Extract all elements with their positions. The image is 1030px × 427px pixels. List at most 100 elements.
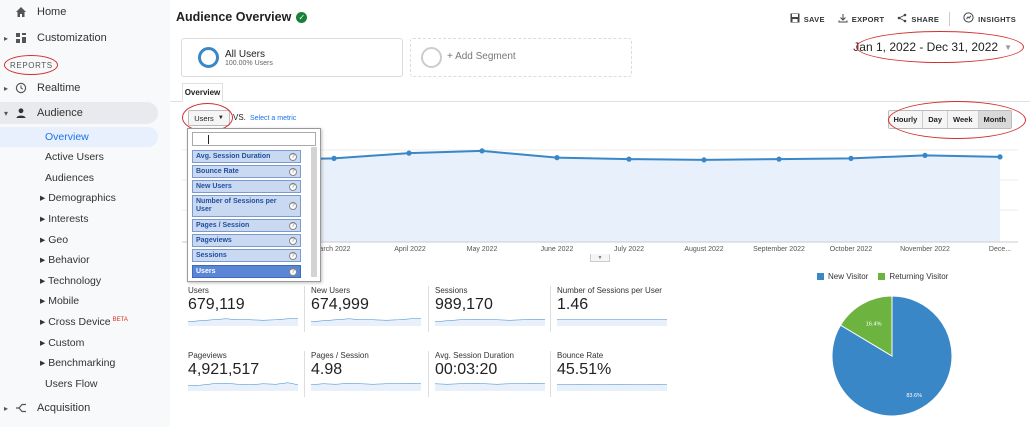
pie-slice[interactable] [831,295,953,417]
chart-collapse-toggle[interactable]: ▼ [590,254,610,262]
metric-pages-per-session[interactable]: Pages / Session 4.98 [311,351,423,393]
chart-tick-label: April 2022 [394,246,426,253]
sidebar-subitem-technology[interactable]: ▸ Technology [0,271,158,291]
metric-users[interactable]: Users 679,119 [188,286,300,328]
sidebar-subitem-behavior[interactable]: ▸ Behavior [0,250,158,270]
chart-point[interactable] [701,157,707,163]
chart-point[interactable] [406,150,412,156]
sidebar-item-label: Acquisition [37,402,91,414]
metric-divider [428,286,429,332]
clock-icon [14,81,28,95]
sidebar-item-customization[interactable]: ▸ Customization [0,27,158,49]
metric-sparkline [435,382,545,391]
metric-option[interactable]: Pages / Session? [192,219,301,232]
metric-option-label: Pages / Session [196,221,250,229]
metric-option[interactable]: Number of Sessions per User? [192,195,301,217]
sidebar-subitem-audiences[interactable]: Audiences [0,168,158,188]
sidebar-subitem-active-users[interactable]: Active Users [0,147,158,167]
metric-sparkline [311,318,421,326]
save-button[interactable]: SAVE [790,13,825,26]
insights-label: INSIGHTS [978,14,1016,24]
help-icon[interactable]: ? [289,267,297,276]
sidebar-item-text: Geo [48,234,69,246]
sidebar-item-text: Mobile [48,295,80,307]
metric-option[interactable]: Pageviews? [192,234,301,247]
chart-point[interactable] [848,155,854,161]
help-icon[interactable]: ? [289,182,297,191]
sidebar-item-label: Users Flow [45,378,98,390]
sidebar-item-label: ▸ Custom [40,337,85,349]
insights-icon [963,12,974,26]
metric-label: New Users [311,286,351,295]
pie-slice-label: 16.4% [866,322,882,328]
metric-bounce-rate[interactable]: Bounce Rate 45.51% [557,351,671,393]
select-metric-link[interactable]: Select a metric [250,115,297,122]
person-icon [14,106,28,120]
sidebar-item-label: Audiences [45,172,95,184]
segment-color-icon [198,47,219,68]
metric-option[interactable]: Bounce Rate? [192,165,301,178]
sidebar-item-label: ▸ Mobile [40,295,80,307]
share-icon [897,13,907,26]
sidebar-subitem-interests[interactable]: ▸ Interests [0,209,158,229]
annotation-oval [888,101,1026,139]
sidebar-item-audience[interactable]: ▾ Audience [0,102,158,124]
dropdown-scrollbar[interactable] [311,147,317,277]
caret-right-icon: ▸ [4,83,9,93]
metric-option-selected[interactable]: Users? [192,265,301,278]
sidebar-subitem-custom[interactable]: ▸ Custom [0,333,158,353]
sidebar-subitem-benchmarking[interactable]: ▸ Benchmarking [0,353,158,373]
segment-all-users[interactable]: All Users 100.00% Users [181,38,403,77]
add-segment-button[interactable]: + Add Segment [410,38,632,77]
export-button[interactable]: EXPORT [838,13,885,26]
sidebar-item-acquisition[interactable]: ▸ Acquisition [0,397,158,419]
sidebar-subitem-mobile[interactable]: ▸ Mobile [0,291,158,311]
save-icon [790,13,800,26]
metric-sessions-per-user[interactable]: Number of Sessions per User 1.46 [557,286,671,328]
legend-item-new-visitor[interactable]: New Visitor [817,272,868,281]
share-button[interactable]: SHARE [897,13,939,26]
sidebar-subitem-users-flow[interactable]: Users Flow [0,374,158,394]
chart-point[interactable] [331,155,337,161]
metric-option[interactable]: Avg. Session Duration? [192,150,301,163]
users-line-chart [182,148,1018,243]
help-icon[interactable]: ? [289,251,297,260]
sidebar-subitem-geo[interactable]: ▸ Geo [0,230,158,250]
metric-option[interactable]: New Users? [192,180,301,193]
metric-new-users[interactable]: New Users 674,999 [311,286,423,328]
pie-slice[interactable] [839,295,893,357]
legend-item-returning-visitor[interactable]: Returning Visitor [878,272,948,281]
sidebar-item-realtime[interactable]: ▸ Realtime [0,77,158,99]
metric-option[interactable]: Sessions? [192,249,301,262]
chart-point[interactable] [554,155,560,161]
metric-option-label: Pageviews [196,236,232,244]
metric-value: 679,119 [188,296,245,313]
chart-point[interactable] [776,156,782,162]
sidebar-item-text: Behavior [48,254,90,266]
metric-search-input[interactable] [192,132,316,146]
help-icon[interactable]: ? [289,202,297,210]
sidebar: Home ▸ Customization REPORTS ▸ Realtime … [0,0,170,427]
segment-title: All Users [225,49,266,60]
legend-swatch [817,273,824,280]
metric-avg-session-duration[interactable]: Avg. Session Duration 00:03:20 [435,351,547,393]
sidebar-subitem-cross-device[interactable]: ▸ Cross Device BETA [0,312,158,332]
insights-button[interactable]: INSIGHTS [963,12,1016,26]
help-icon[interactable]: ? [289,236,297,245]
metric-sessions[interactable]: Sessions 989,170 [435,286,547,328]
metric-pageviews[interactable]: Pageviews 4,921,517 [188,351,300,393]
help-icon[interactable]: ? [289,221,297,230]
toolbar-divider [949,12,951,26]
chart-point[interactable] [997,154,1003,160]
metric-sparkline [188,318,298,326]
chart-point[interactable] [922,152,928,158]
chart-point[interactable] [479,148,485,154]
chart-point[interactable] [626,156,632,162]
metric-divider [550,351,551,397]
tab-overview[interactable]: Overview [182,83,223,102]
help-icon[interactable]: ? [289,152,297,161]
sidebar-subitem-demographics[interactable]: ▸ Demographics [0,188,158,208]
sidebar-item-home[interactable]: Home [0,1,158,23]
sidebar-subitem-overview[interactable]: Overview [0,127,158,147]
help-icon[interactable]: ? [289,167,297,176]
